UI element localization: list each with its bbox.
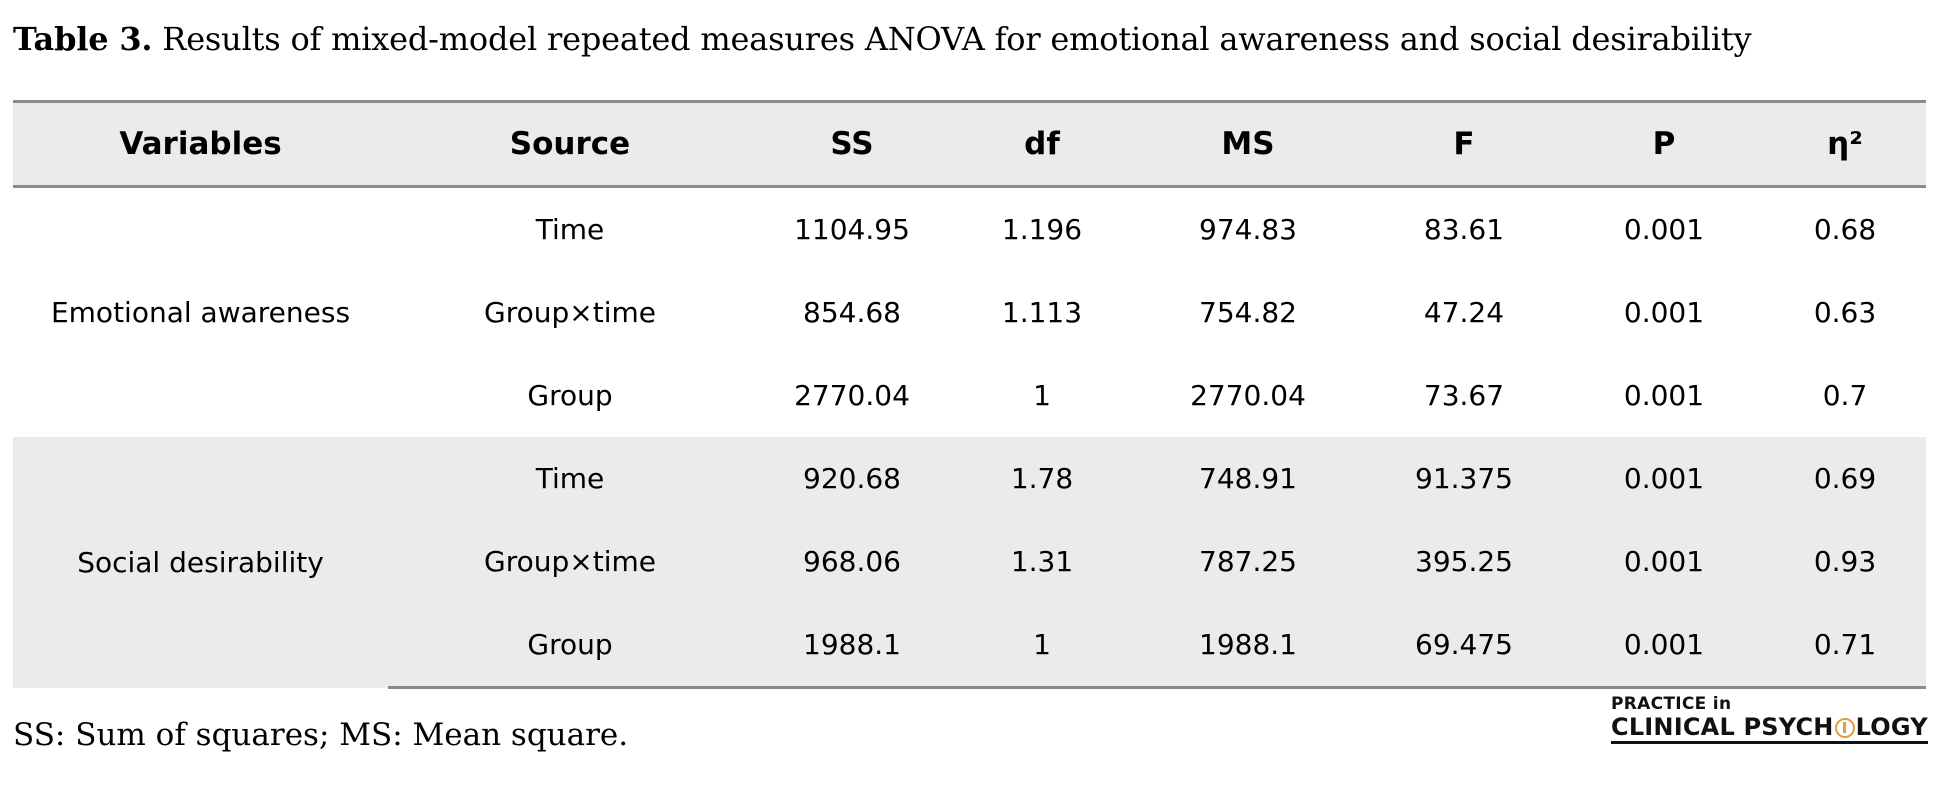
ms-cell: 1988.1 [1132, 603, 1364, 689]
f-cell: 69.475 [1364, 603, 1564, 689]
source-cell: Group×time [484, 296, 656, 329]
logo-top-text: PRACTICE in [1611, 694, 1732, 714]
df-cell: 1.196 [1001, 213, 1083, 246]
source-cell: Group×time [388, 520, 752, 603]
f-cell: 73.67 [1423, 379, 1505, 412]
table-body: Emotional awareness Time 1104.95 1.196 9… [13, 187, 1926, 689]
eta-cell: 0.68 [1813, 213, 1877, 246]
header-row: Variables Source SS df MS F P η² [13, 101, 1926, 187]
eta-cell: 0.7 [1822, 379, 1868, 412]
f-cell: 395.25 [1364, 520, 1564, 603]
variable-cell: Social desirability [13, 437, 388, 688]
ss-cell: 920.68 [752, 437, 952, 520]
source-cell: Group [527, 379, 613, 412]
ss-cell: 854.68 [803, 296, 901, 329]
table-row: Emotional awareness Time 1104.95 1.196 9… [13, 187, 1926, 329]
ms-cell: 2770.04 [1190, 379, 1306, 412]
df-cell: 1.78 [952, 437, 1132, 520]
variable-cell: Emotional awareness [50, 296, 351, 329]
header-eta-squared: η² [1827, 126, 1863, 162]
table-footnote: SS: Sum of squares; MS: Mean square. [13, 717, 629, 753]
ms-cell: 974.83 [1199, 213, 1297, 246]
ss-cell: 1988.1 [752, 603, 952, 689]
p-cell: 0.001 [1564, 520, 1764, 603]
ss-cell: 968.06 [752, 520, 952, 603]
source-cell: Time [535, 213, 605, 246]
source-cell: Group [388, 603, 752, 689]
ms-cell: 787.25 [1132, 520, 1364, 603]
p-cell: 0.001 [1623, 379, 1705, 412]
df-cell: 1 [1033, 379, 1051, 412]
f-cell: 91.375 [1364, 437, 1564, 520]
p-cell: 0.001 [1623, 213, 1705, 246]
df-cell: 1 [952, 603, 1132, 689]
eta-cell: 0.69 [1764, 437, 1926, 520]
logo-wordmark-suffix: LOGY [1855, 713, 1928, 741]
logo-wordmark: CLINICAL PSYCH LOGY [1611, 713, 1928, 744]
f-cell: 83.61 [1423, 213, 1505, 246]
eta-cell: 0.71 [1764, 603, 1926, 689]
df-cell: 1.31 [952, 520, 1132, 603]
journal-logo: PRACTICE in CLINICAL PSYCH LOGY [1611, 694, 1928, 744]
header-ms: MS [1221, 126, 1275, 162]
f-cell: 47.24 [1423, 296, 1505, 329]
p-cell: 0.001 [1623, 296, 1705, 329]
header-source: Source [509, 126, 631, 162]
anova-table: Variables Source SS df MS F P η² Emotion… [13, 100, 1926, 689]
header-f: F [1453, 126, 1475, 162]
header-p: P [1652, 126, 1676, 162]
ms-cell: 748.91 [1132, 437, 1364, 520]
source-cell: Time [388, 437, 752, 520]
eta-cell: 0.63 [1813, 296, 1877, 329]
p-cell: 0.001 [1564, 437, 1764, 520]
table-row: Group×time 854.68 1.113 754.82 47.24 0.0… [13, 271, 1926, 354]
table-header: Variables Source SS df MS F P η² [13, 101, 1926, 187]
ms-cell: 754.82 [1199, 296, 1297, 329]
logo-wordmark-prefix: CLINICAL PSYCH [1611, 713, 1834, 741]
table-row: Group 2770.04 1 2770.04 73.67 0.001 0.7 [13, 354, 1926, 437]
p-cell: 0.001 [1564, 603, 1764, 689]
table-row: Group×time 968.06 1.31 787.25 395.25 0.0… [13, 520, 1926, 603]
psi-o-icon [1834, 718, 1855, 738]
table-caption: Table 3. Results of mixed-model repeated… [13, 20, 1752, 58]
table-title: Results of mixed-model repeated measures… [152, 20, 1752, 58]
eta-cell: 0.93 [1764, 520, 1926, 603]
ss-cell: 2770.04 [794, 379, 910, 412]
anova-table-container: Variables Source SS df MS F P η² Emotion… [13, 100, 1926, 689]
table-number: Table 3. [13, 20, 153, 58]
ss-cell: 1104.95 [794, 213, 910, 246]
header-ss: SS [830, 126, 874, 162]
table-row: Social desirability Time 920.68 1.78 748… [13, 437, 1926, 688]
table-row: Group 1988.1 1 1988.1 69.475 0.001 0.71 [13, 603, 1926, 689]
df-cell: 1.113 [1001, 296, 1083, 329]
header-variables: Variables [119, 126, 282, 162]
header-df: df [1024, 126, 1060, 162]
